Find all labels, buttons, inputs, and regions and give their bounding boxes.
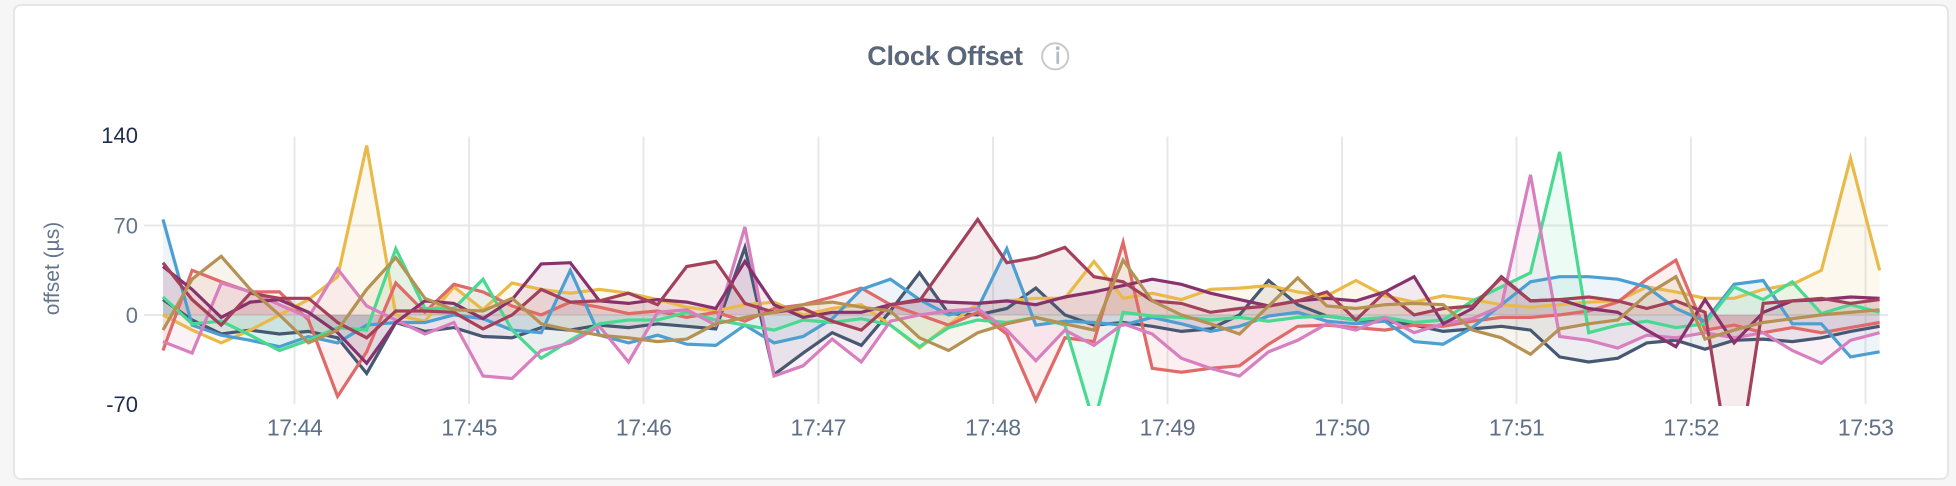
svg-text:0: 0 bbox=[126, 303, 138, 328]
svg-text:17:47: 17:47 bbox=[791, 415, 847, 441]
svg-text:70: 70 bbox=[114, 214, 138, 239]
svg-text:17:45: 17:45 bbox=[441, 415, 497, 441]
svg-text:17:44: 17:44 bbox=[267, 415, 323, 441]
svg-text:17:48: 17:48 bbox=[965, 415, 1021, 441]
svg-text:17:51: 17:51 bbox=[1489, 415, 1545, 441]
svg-text:17:49: 17:49 bbox=[1140, 415, 1196, 441]
svg-text:17:53: 17:53 bbox=[1838, 415, 1894, 441]
svg-text:offset (µs): offset (µs) bbox=[41, 222, 64, 315]
svg-text:17:50: 17:50 bbox=[1314, 415, 1370, 441]
svg-text:-70: -70 bbox=[106, 392, 138, 417]
svg-text:17:46: 17:46 bbox=[616, 415, 672, 441]
svg-text:140: 140 bbox=[101, 123, 138, 148]
svg-text:17:52: 17:52 bbox=[1663, 415, 1719, 441]
